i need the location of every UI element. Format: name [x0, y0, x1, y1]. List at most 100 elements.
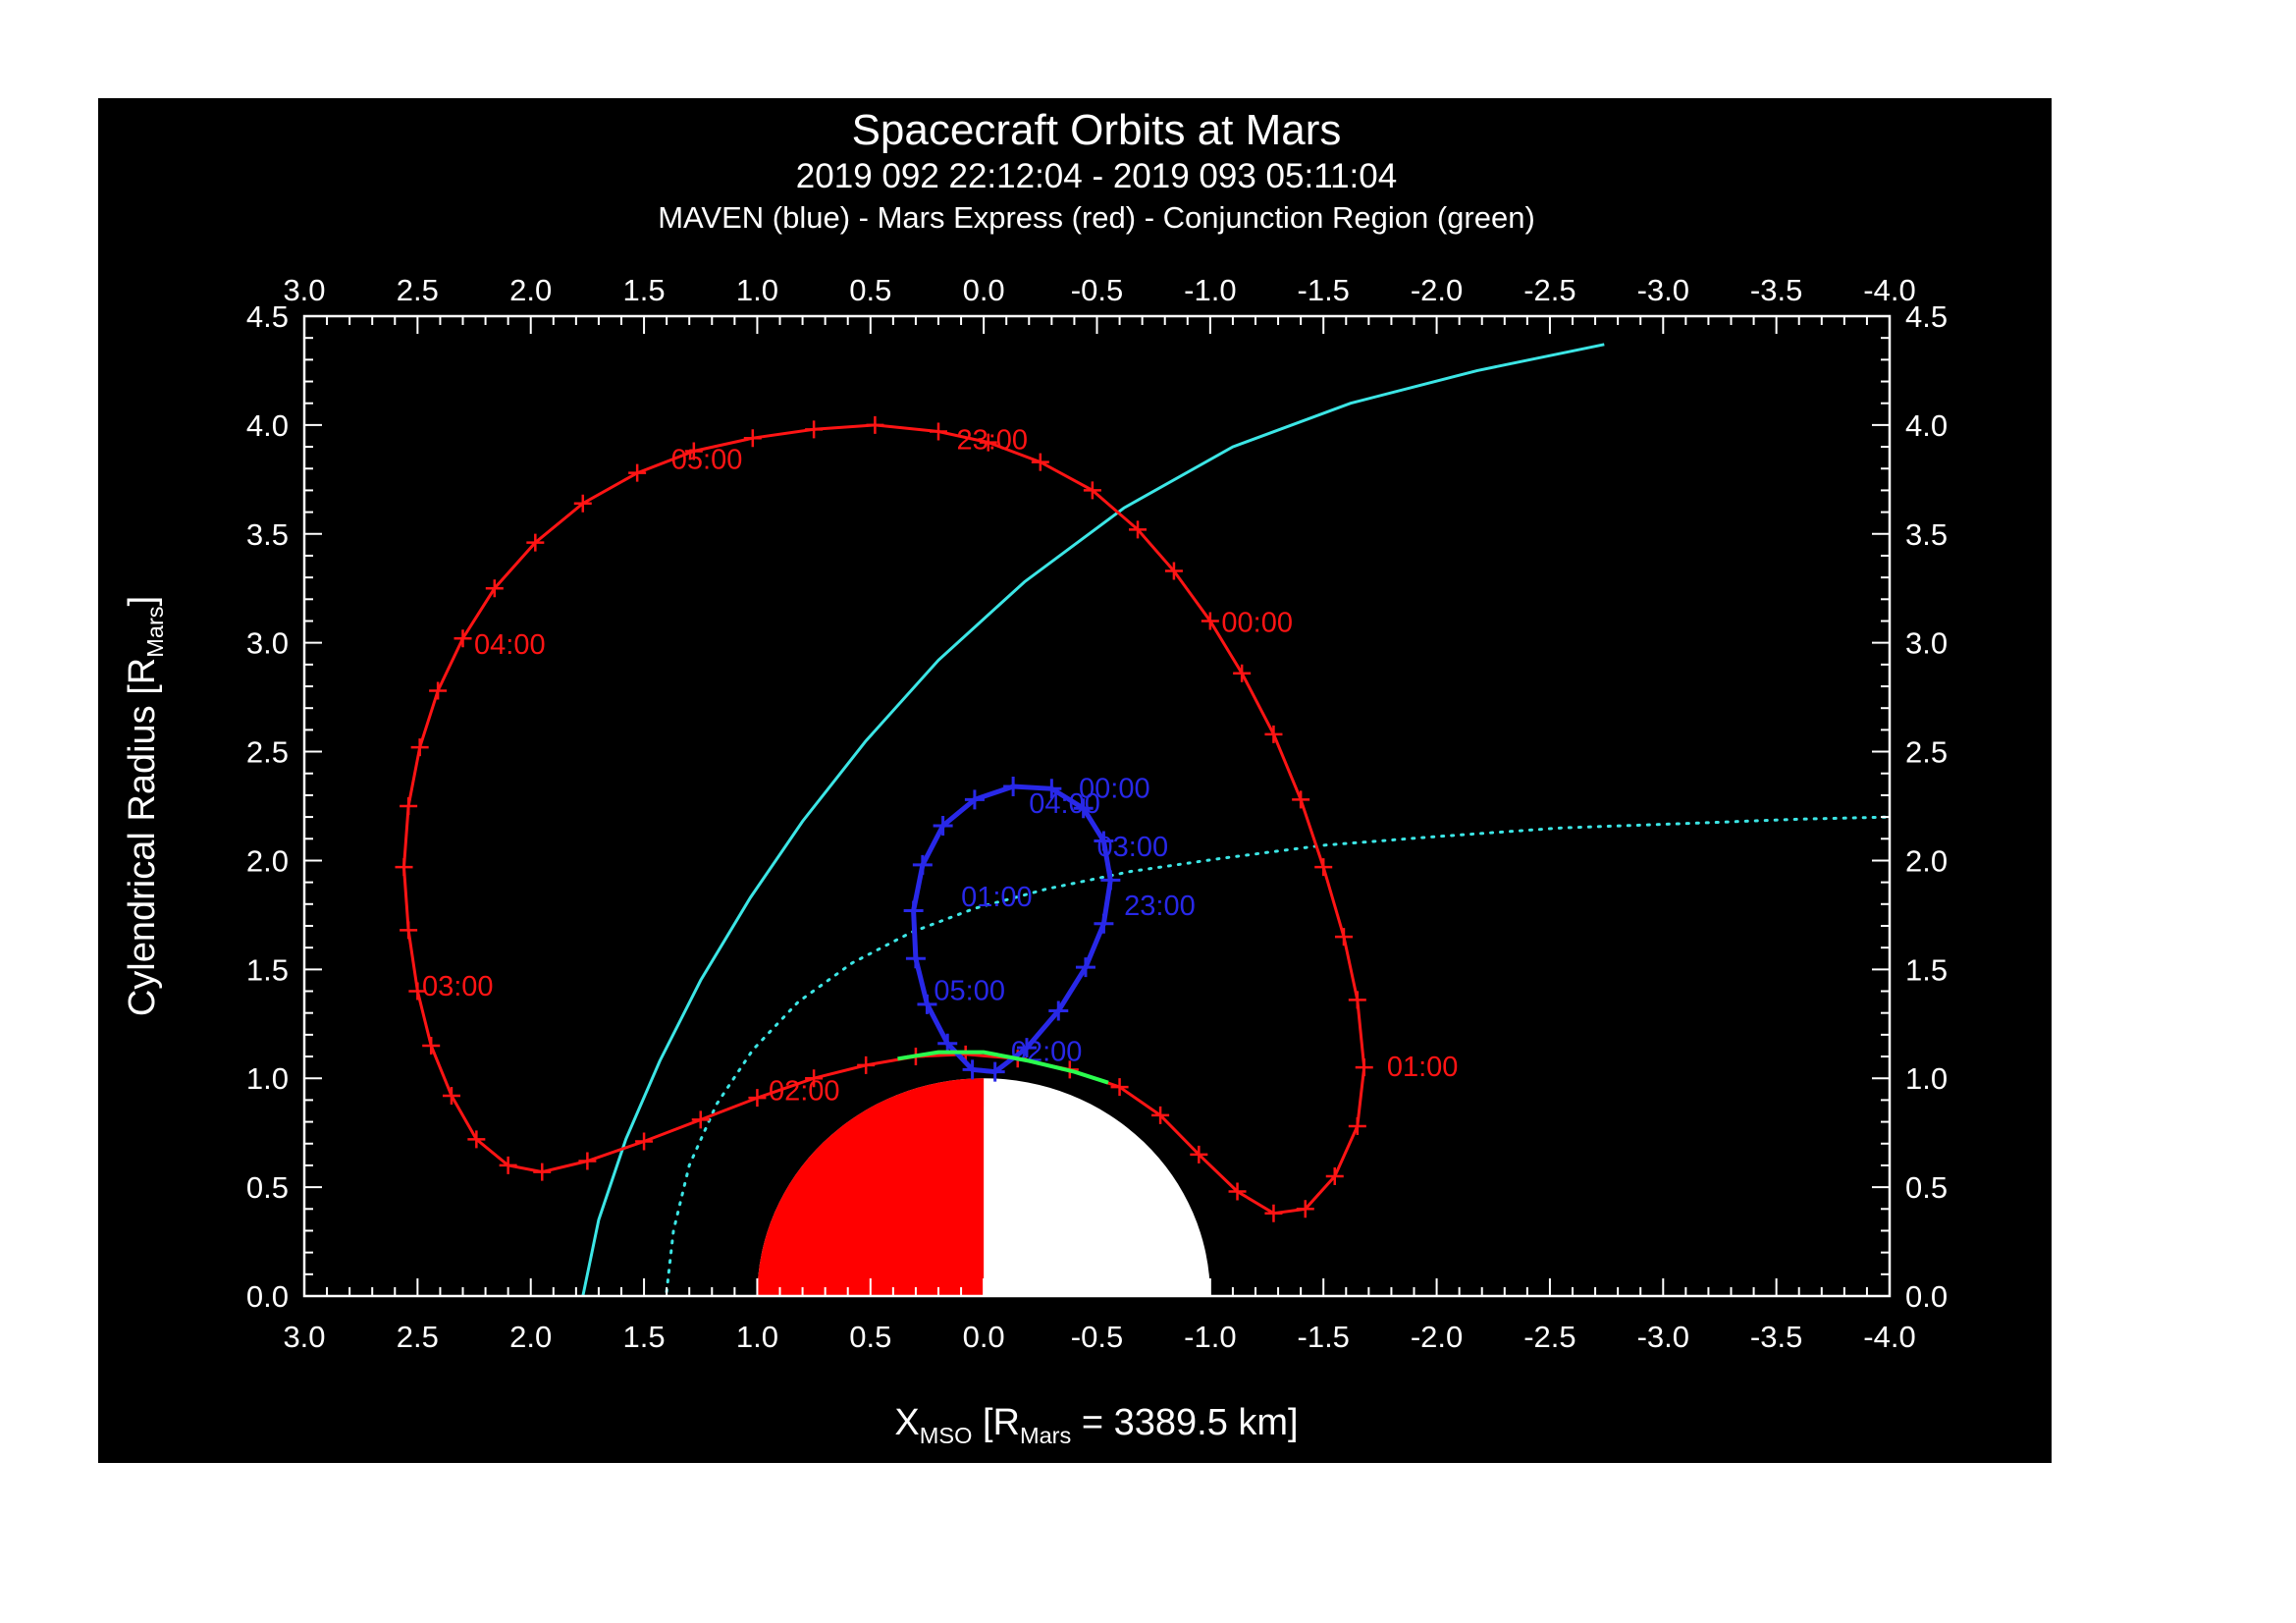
- mars-express-orbit-tick-marker: [1201, 612, 1219, 630]
- maven-orbit-tick-marker: [1075, 957, 1095, 978]
- y-axis-title: Cylendrical Radius [RMars]: [122, 596, 169, 1016]
- y-axis-title-close: ]: [122, 595, 164, 607]
- maven-orbit-tick-marker: [964, 789, 985, 810]
- y-tick-label-left: 1.0: [246, 1061, 289, 1096]
- x-tick-label-bottom: -3.5: [1750, 1320, 1802, 1354]
- x-tick-label-bottom: 2.5: [397, 1320, 439, 1354]
- plot-frame: [302, 314, 1892, 1298]
- mars-express-orbit-tick-marker: [467, 1130, 486, 1149]
- mars-express-orbit-tick-marker: [805, 1069, 824, 1088]
- y-tick-label-left: 2.0: [246, 843, 289, 878]
- x-axis-title: XMSO [RMars = 3389.5 km]: [894, 1402, 1298, 1449]
- x-tick-label-top: -1.5: [1298, 273, 1350, 307]
- mars-express-orbit-path: [401, 423, 1366, 1216]
- y-tick-label-right: 3.0: [1905, 626, 1948, 661]
- mars-express-orbit-tick-marker: [805, 420, 824, 439]
- maven-orbit-tick-marker: [1048, 1001, 1069, 1021]
- maven-orbit-time-label: 05:00: [934, 976, 1005, 1007]
- mars-dayside-half: [757, 1078, 985, 1296]
- x-tick-label-bottom: -2.0: [1411, 1320, 1463, 1354]
- mpb-curve-path: [665, 815, 1892, 1294]
- mars-express-orbit-tick-marker: [410, 738, 429, 757]
- mars-express-orbit-tick-marker: [1334, 928, 1353, 947]
- mars-express-orbit-tick-marker: [1083, 481, 1101, 500]
- mars-express-orbit-tick-marker: [1355, 1058, 1373, 1077]
- y-tick-label-right: 4.0: [1905, 408, 1948, 443]
- mars-express-orbit-tick-marker: [429, 681, 448, 700]
- x-tick-label-top: 0.0: [963, 273, 1005, 307]
- x-tick-label-top: 1.0: [736, 273, 778, 307]
- mars-express-orbit-tick-marker: [454, 629, 472, 648]
- x-tick-label-top: -2.5: [1523, 273, 1575, 307]
- y-tick-label-right: 0.5: [1905, 1170, 1948, 1205]
- x-tick-label-bottom: 0.0: [963, 1320, 1005, 1354]
- mars-express-orbit-tick-marker: [628, 463, 647, 482]
- maven-orbit-tick-marker: [933, 815, 953, 836]
- mars-express-orbit-tick-marker: [857, 1055, 876, 1074]
- y-tick-label-right: 1.5: [1905, 952, 1948, 987]
- y-tick-label-right: 2.5: [1905, 735, 1948, 770]
- mars-express-orbit: 23:00 05:00 04:00 03:00 02:00 00:00 01:00: [395, 415, 1458, 1222]
- mars-express-orbit-time-label: 02:00: [769, 1076, 840, 1108]
- maven-orbit-tick-marker: [1016, 1038, 1037, 1058]
- y-tick-label-right: 3.5: [1905, 517, 1948, 552]
- mars-express-orbit-tick-marker: [1314, 858, 1333, 877]
- x-tick-label-top: -4.0: [1863, 273, 1915, 307]
- mars-express-orbit-tick-marker: [866, 415, 884, 434]
- mars-express-orbit-tick-marker: [1164, 562, 1183, 580]
- x-tick-label-bottom: -1.0: [1184, 1320, 1236, 1354]
- maven-orbit-time-label: 02:00: [1011, 1037, 1083, 1068]
- x-tick-label-top: -3.5: [1750, 273, 1802, 307]
- maven-orbit-tick-marker: [1003, 777, 1024, 797]
- maven-orbit-tick-marker: [985, 1061, 1005, 1082]
- x-axis-title-mid: [R: [972, 1402, 1020, 1444]
- y-tick-label-right: 0.0: [1905, 1279, 1948, 1314]
- maven-orbit-tick-marker: [1041, 779, 1062, 799]
- mars-express-orbit-tick-marker: [1348, 991, 1366, 1009]
- mars-express-orbit-tick-marker: [1264, 725, 1283, 743]
- maven-orbit-time-label: 01:00: [961, 882, 1033, 913]
- mpb-curve: [665, 815, 1892, 1294]
- x-axis-title-sub1: MSO: [919, 1422, 973, 1448]
- y-tick-label-right: 2.0: [1905, 843, 1948, 878]
- mars-express-orbit-tick-marker: [400, 797, 418, 815]
- x-tick-label-top: -0.5: [1071, 273, 1123, 307]
- y-tick-label-left: 0.0: [246, 1279, 289, 1314]
- y-tick-label-right: 1.0: [1905, 1061, 1948, 1096]
- y-tick-label-left: 1.5: [246, 952, 289, 987]
- x-tick-label-bottom: 2.0: [509, 1320, 552, 1354]
- mars-express-orbit-tick-marker: [1228, 1182, 1247, 1201]
- mars-express-orbit-tick-marker: [635, 1132, 654, 1151]
- x-tick-label-top: 2.0: [509, 273, 552, 307]
- maven-orbit-tick-marker: [1094, 831, 1114, 851]
- maven-orbit-tick-marker: [1073, 798, 1094, 819]
- mars-express-orbit-tick-marker: [1325, 1167, 1344, 1186]
- mars-express-orbit-tick-marker: [1264, 1204, 1283, 1222]
- x-tick-label-bottom: -0.5: [1071, 1320, 1123, 1354]
- maven-orbit-tick-marker: [1094, 913, 1114, 934]
- mars-express-orbit-tick-marker: [930, 422, 947, 441]
- maven-orbit-time-label: 00:00: [1079, 773, 1150, 804]
- mars-express-orbit-tick-marker: [691, 1110, 710, 1129]
- x-axis-title-end: = 3389.5 km]: [1071, 1402, 1299, 1444]
- mars-express-orbit-tick-marker: [1348, 1117, 1366, 1136]
- chart-legend-line: MAVEN (blue) - Mars Express (red) - Conj…: [658, 200, 1535, 235]
- mars-express-orbit-tick-marker: [395, 858, 413, 877]
- x-tick-label-top: -1.0: [1184, 273, 1236, 307]
- conjunction-region-path: [897, 1050, 1109, 1085]
- mars-express-orbit-tick-marker: [743, 429, 762, 448]
- y-axis-title-sub: Mars: [141, 606, 168, 658]
- y-tick-label-left: 2.5: [246, 735, 289, 770]
- mars-express-orbit-time-label: 23:00: [956, 424, 1028, 456]
- mars-express-orbit-tick-marker: [748, 1089, 767, 1108]
- mars-express-orbit-tick-marker: [442, 1086, 460, 1105]
- maven-orbit-tick-marker: [903, 900, 924, 921]
- y-tick-label-left: 4.0: [246, 408, 289, 443]
- x-axis-title-x: X: [894, 1402, 920, 1444]
- mars-express-orbit-tick-marker: [1233, 664, 1252, 682]
- x-tick-label-bottom: 1.0: [736, 1320, 778, 1354]
- mars-express-orbit-tick-marker: [533, 1163, 552, 1181]
- chart-subtitle: 2019 092 22:12:04 - 2019 093 05:11:04: [795, 157, 1398, 195]
